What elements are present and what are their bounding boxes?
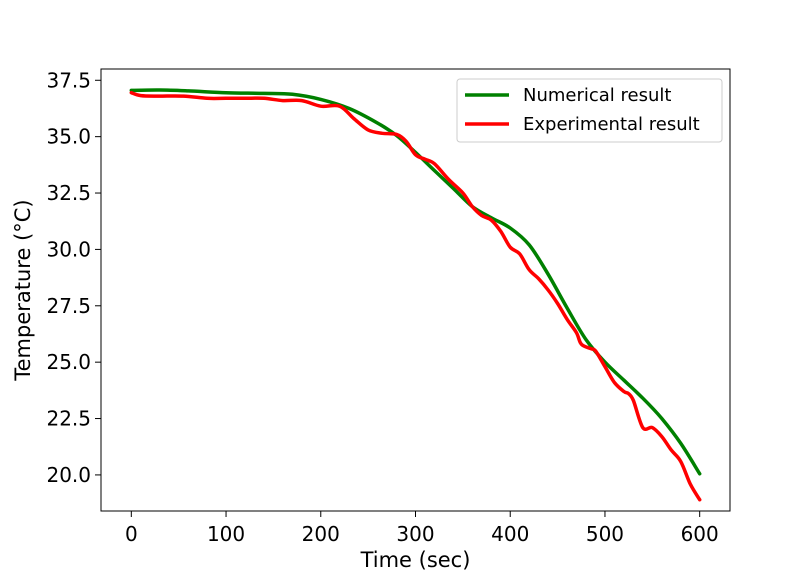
series-layer [129,88,702,502]
y-tick-label: 32.5 [46,181,91,205]
series-line-experimental [129,90,702,502]
x-tick-label: 600 [681,522,719,546]
legend-label-experimental: Experimental result [523,114,700,135]
y-axis: 20.0 22.5 25.0 27.5 30.0 32.5 35.0 37.5 [46,68,101,487]
y-tick-label: 37.5 [46,68,91,92]
series-line-numerical [129,88,702,476]
y-tick-label: 27.5 [46,294,91,318]
y-tick-label: 35.0 [46,125,91,149]
x-axis: 0 100 200 300 400 500 600 [125,511,719,546]
x-tick-label: 300 [396,522,434,546]
legend: Numerical result Experimental result [456,78,723,143]
y-tick-label: 20.0 [46,463,91,487]
x-axis-label: Time (sec) [360,548,471,572]
x-tick-label: 0 [125,522,138,546]
y-tick-label: 25.0 [46,350,91,374]
x-tick-label: 200 [302,522,340,546]
x-tick-label: 100 [207,522,245,546]
y-axis-label: Temperature (°C) [11,199,35,381]
legend-label-numerical: Numerical result [523,85,671,106]
x-tick-label: 400 [491,522,529,546]
legend-box [456,78,723,143]
y-tick-label: 30.0 [46,237,91,261]
y-tick-label: 22.5 [46,407,91,431]
x-tick-label: 500 [586,522,624,546]
